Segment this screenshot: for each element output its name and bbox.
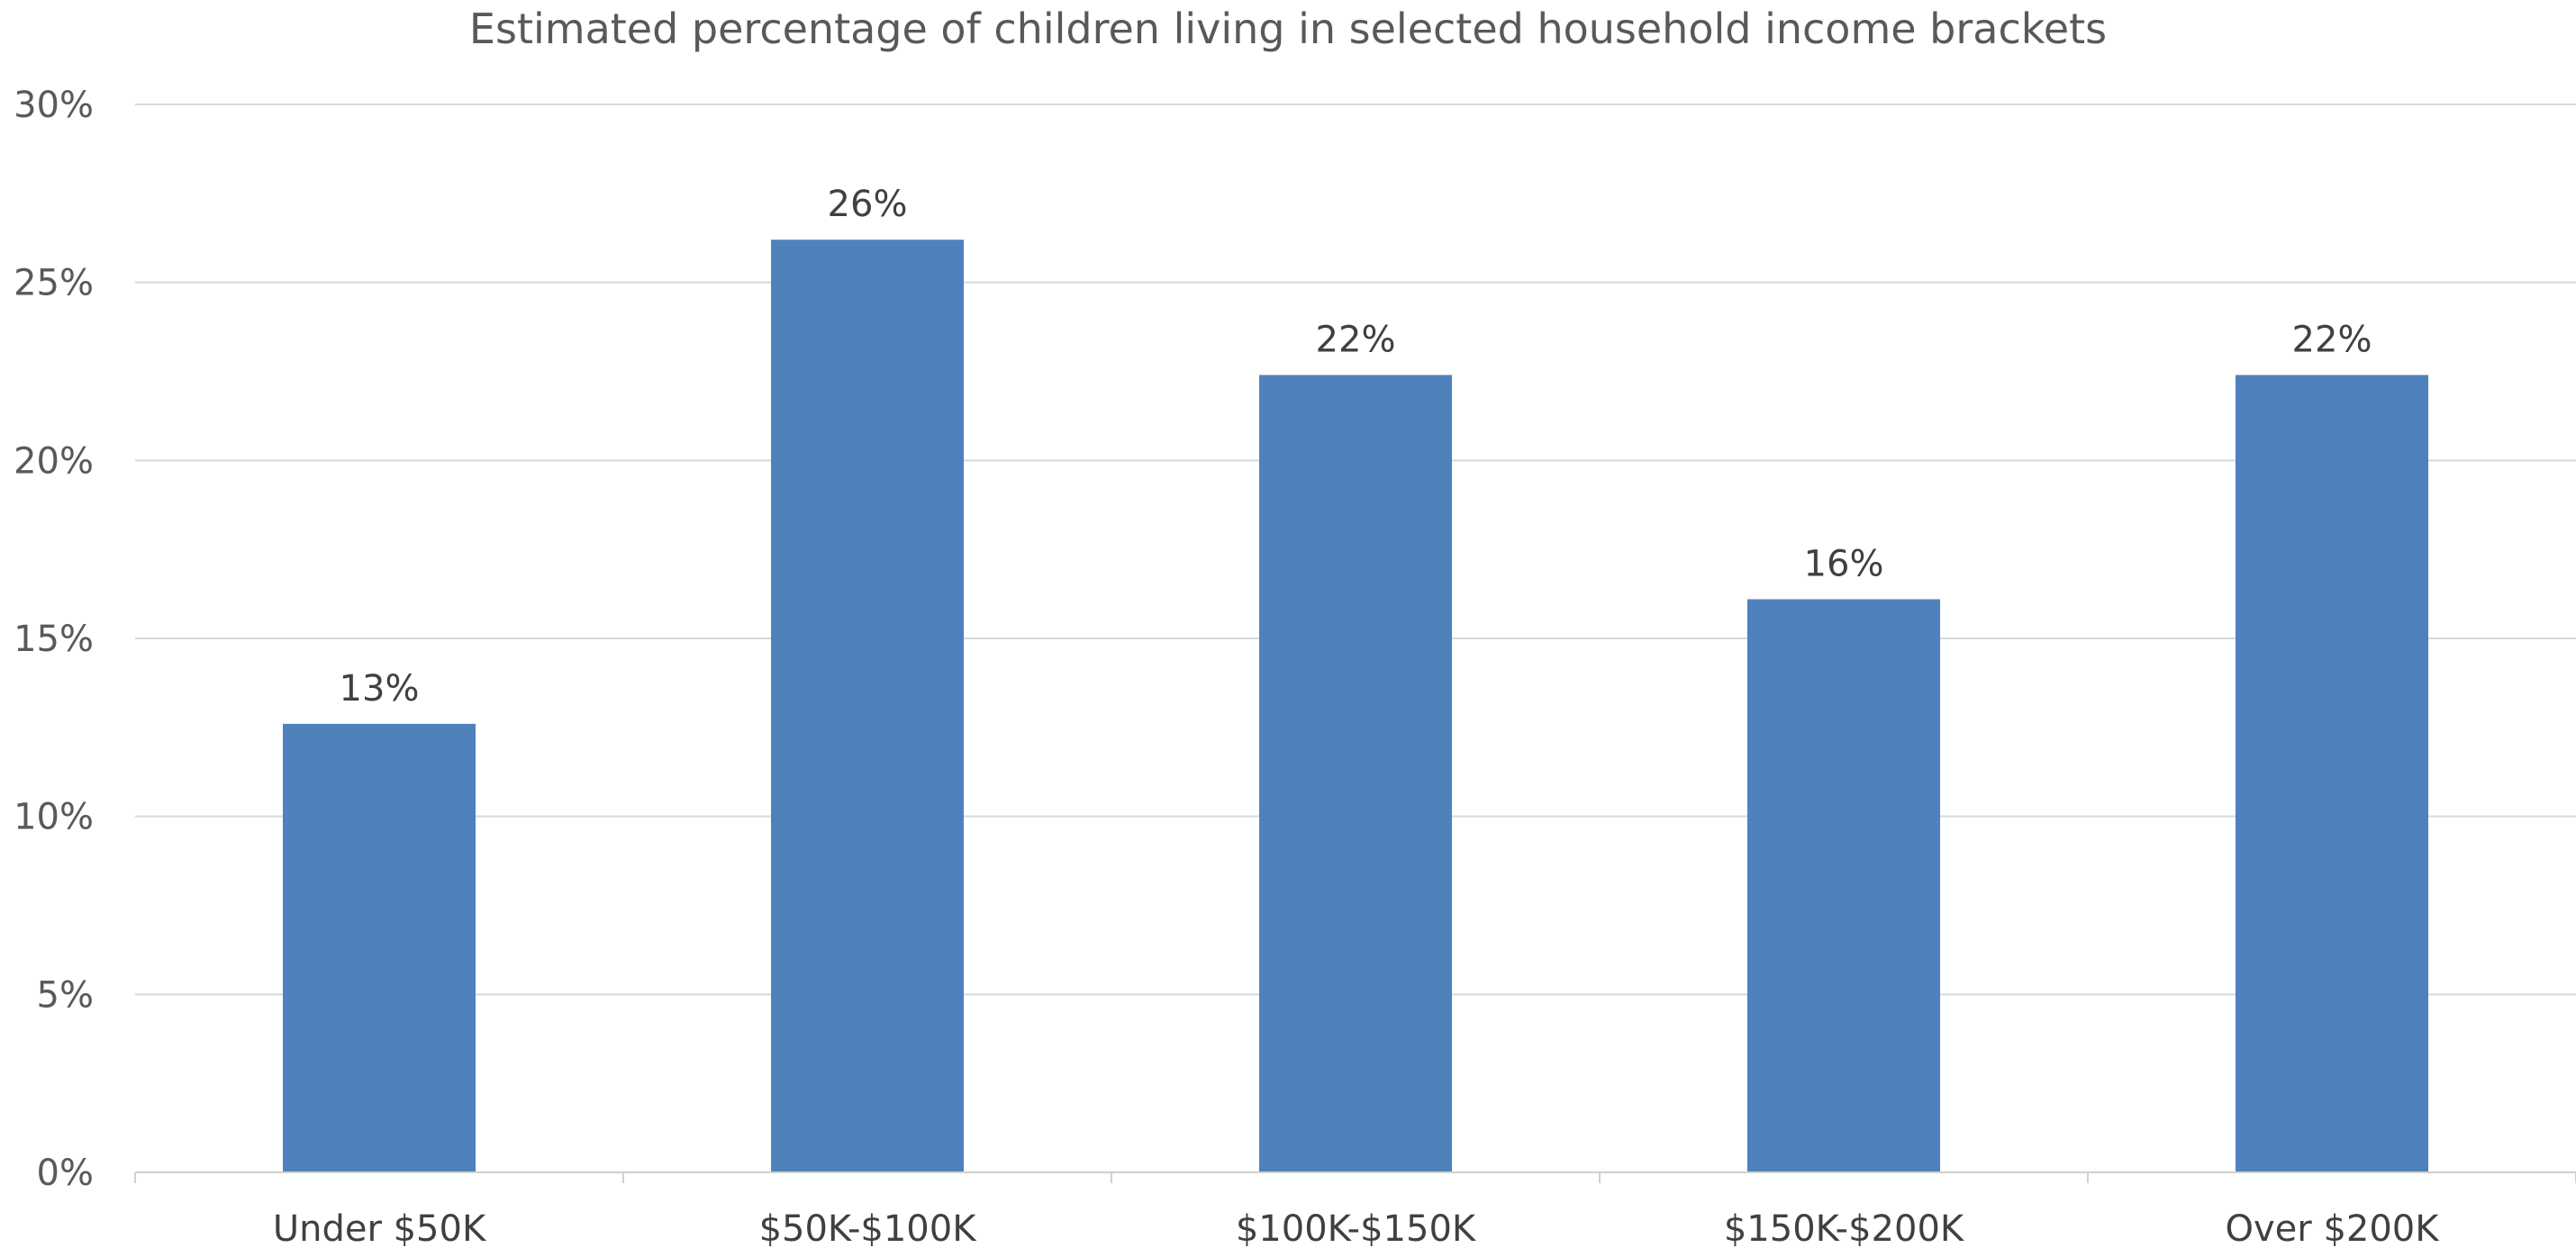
- y-axis-ticks: 0% 5% 10% 15% 20% 25% 30%: [14, 85, 94, 1194]
- x-category-label: $100K-$150K: [1236, 1208, 1477, 1248]
- y-tick-label: 5%: [37, 974, 94, 1016]
- y-tick-label: 0%: [37, 1153, 94, 1194]
- x-category-label: Over $200K: [2226, 1208, 2441, 1248]
- data-label: 22%: [1316, 319, 1396, 360]
- data-label: 16%: [1804, 544, 1884, 585]
- y-tick-label: 25%: [14, 263, 94, 304]
- bar: [1259, 375, 1452, 1172]
- bar: [1747, 599, 1940, 1172]
- data-labels: 13% 26% 22% 16% 22%: [340, 184, 2372, 710]
- bars: [283, 240, 2428, 1172]
- data-label: 26%: [828, 184, 908, 225]
- x-category-label: Under $50K: [273, 1208, 487, 1248]
- y-tick-label: 10%: [14, 797, 94, 838]
- y-tick-label: 30%: [14, 85, 94, 126]
- bar: [2236, 375, 2428, 1172]
- x-category-label: $50K-$100K: [759, 1208, 978, 1248]
- chart-title: Estimated percentage of children living …: [469, 5, 2107, 53]
- bar: [283, 723, 476, 1172]
- y-tick-label: 15%: [14, 619, 94, 660]
- x-category-label: $150K-$200K: [1724, 1208, 1965, 1248]
- bar: [771, 240, 964, 1172]
- y-tick-label: 20%: [14, 440, 94, 482]
- data-label: 22%: [2292, 319, 2372, 360]
- data-label: 13%: [340, 668, 420, 710]
- x-axis: Under $50K $50K-$100K $100K-$150K $150K-$20…: [134, 1171, 2576, 1248]
